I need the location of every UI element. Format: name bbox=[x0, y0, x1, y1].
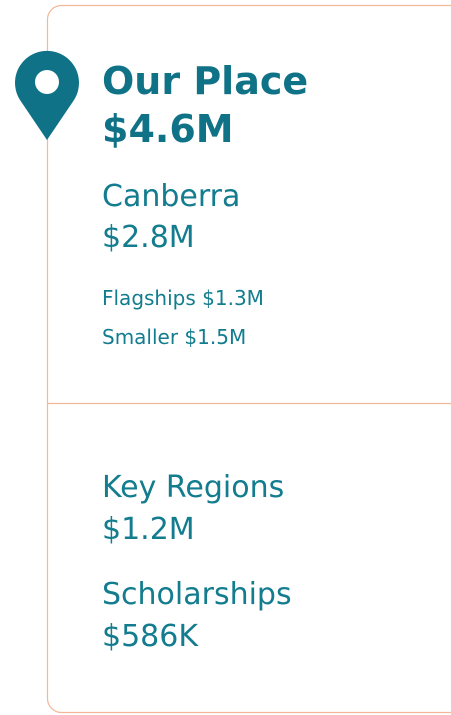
section-name: Scholarships bbox=[102, 577, 292, 612]
card-border bbox=[46, 4, 451, 714]
section-item: Smaller $1.5M bbox=[102, 325, 246, 349]
section-name: Canberra bbox=[102, 179, 240, 214]
section-item: Flagships $1.3M bbox=[102, 286, 264, 310]
title: Our Place bbox=[102, 59, 308, 103]
section-amount: $586K bbox=[102, 619, 199, 654]
location-pin bbox=[15, 50, 79, 141]
section-amount: $1.2M bbox=[102, 512, 195, 547]
section-name: Key Regions bbox=[102, 470, 284, 505]
section-amount: $2.8M bbox=[102, 220, 195, 255]
total-amount: $4.6M bbox=[102, 107, 234, 151]
